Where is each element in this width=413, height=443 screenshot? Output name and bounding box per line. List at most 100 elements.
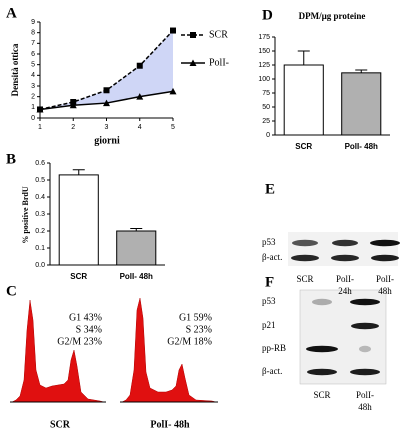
bar: [341, 72, 382, 136]
y-tick-label: 100: [258, 76, 270, 83]
blot-lane-label: SCR: [296, 274, 313, 284]
cell-cycle-stat: S 34%: [76, 324, 102, 335]
panel-letter: A: [6, 5, 17, 21]
blot-band: [307, 368, 337, 376]
y-tick-label: 0: [266, 132, 270, 139]
y-tick-label: 0.1: [35, 245, 45, 252]
marker: [103, 87, 110, 94]
blot-band: [359, 345, 371, 353]
flow-histogram: [121, 297, 217, 403]
x-tick-label: SCR: [70, 272, 87, 281]
x-tick-label: 3: [105, 124, 109, 131]
x-tick-label: 4: [138, 124, 142, 131]
y-tick-label: 150: [258, 48, 270, 55]
legend-label: SCR: [209, 29, 228, 40]
y-tick-label: 0.0: [35, 262, 45, 269]
blot-band: [292, 239, 318, 247]
blot-band: [332, 239, 358, 247]
y-tick-label: 175: [258, 34, 270, 41]
blot-lane-label: PolI-: [356, 390, 374, 400]
blot-band: [370, 239, 400, 247]
y-tick-label: 0.2: [35, 228, 45, 235]
bar: [116, 230, 157, 266]
y-tick-label: 6: [31, 51, 35, 58]
blot-row-label: β-act.: [262, 252, 282, 262]
x-tick-label: PolI- 48h: [345, 142, 378, 151]
y-tick-label: 7: [31, 40, 35, 47]
blot-band: [371, 254, 399, 262]
x-tick-label: PolI- 48h: [120, 272, 153, 281]
y-tick-label: 5: [31, 62, 35, 69]
y-tick-label: 0.5: [35, 177, 45, 184]
x-tick-label: 2: [71, 124, 75, 131]
error-bar: [130, 227, 143, 231]
y-tick-label: 0.3: [35, 211, 45, 218]
cell-cycle-stat: G2/M 18%: [167, 336, 212, 347]
panel-letter: C: [6, 283, 17, 299]
bar: [283, 64, 324, 136]
flow-label: SCR: [50, 419, 71, 430]
y-tick-label: 0.6: [35, 160, 45, 167]
y-tick-label: 1: [31, 104, 35, 111]
panel-letter: B: [6, 151, 16, 167]
y-tick-label: 9: [31, 19, 35, 26]
blot-lane-label: SCR: [313, 390, 330, 400]
flow-histogram: [11, 299, 105, 403]
blot-band: [306, 345, 338, 353]
y-tick-label: 0.4: [35, 194, 45, 201]
blot-lane-label: 24h: [338, 286, 352, 296]
blot-lane-label: PolI-: [336, 274, 354, 284]
blot-row-label: pp-RB: [262, 343, 286, 353]
blot-band: [291, 254, 319, 262]
blot-lane-label: 48h: [358, 402, 372, 412]
y-axis-label: % positive BrdU: [21, 186, 30, 244]
blot-band: [350, 368, 380, 376]
blot-row-label: p53: [262, 237, 276, 247]
blot-band: [331, 254, 359, 262]
error-bar: [297, 50, 310, 65]
y-tick-label: 50: [262, 104, 270, 111]
blot-lane-label: 48h: [378, 286, 392, 296]
blot-band: [312, 298, 332, 306]
y-tick-label: 75: [262, 90, 270, 97]
marker: [36, 105, 44, 113]
x-tick-label: 1: [38, 124, 42, 131]
blot-row-label: p53: [262, 296, 276, 306]
blot-row-label: β-act.: [262, 366, 282, 376]
legend-label: PolI-: [209, 57, 229, 68]
y-tick-label: 4: [31, 72, 35, 79]
flow-label: PolI- 48h: [150, 419, 190, 430]
x-axis-label: giorni: [94, 135, 120, 146]
blot-band: [351, 322, 379, 330]
blot-band: [350, 298, 380, 306]
blot-row-label: p21: [262, 320, 276, 330]
y-tick-label: 0: [31, 115, 35, 122]
cell-cycle-stat: G1 43%: [69, 312, 102, 323]
y-tick-label: 3: [31, 83, 35, 90]
y-tick-label: 25: [262, 118, 270, 125]
blot: [299, 289, 387, 385]
y-tick-label: 8: [31, 30, 35, 37]
panel-letter: D: [262, 7, 273, 23]
chart-title: DPM/µg proteine: [299, 11, 366, 21]
y-tick-label: 125: [258, 62, 270, 69]
marker: [136, 62, 143, 69]
cell-cycle-stat: S 23%: [186, 324, 212, 335]
panel-letter: E: [265, 181, 275, 197]
x-tick-label: SCR: [295, 142, 312, 151]
cell-cycle-stat: G1 59%: [179, 312, 212, 323]
x-tick-label: 5: [171, 124, 175, 131]
bar: [58, 174, 99, 266]
error-bar: [355, 69, 368, 73]
marker: [169, 87, 177, 95]
blot-lane-label: PolI-: [376, 274, 394, 284]
fill-between: [40, 30, 173, 110]
marker: [170, 27, 176, 34]
marker: [136, 93, 144, 100]
marker: [103, 99, 110, 107]
error-bar: [72, 169, 85, 175]
panel-letter: F: [265, 274, 274, 290]
legend-marker: [189, 59, 197, 66]
y-tick-label: 2: [31, 94, 35, 101]
